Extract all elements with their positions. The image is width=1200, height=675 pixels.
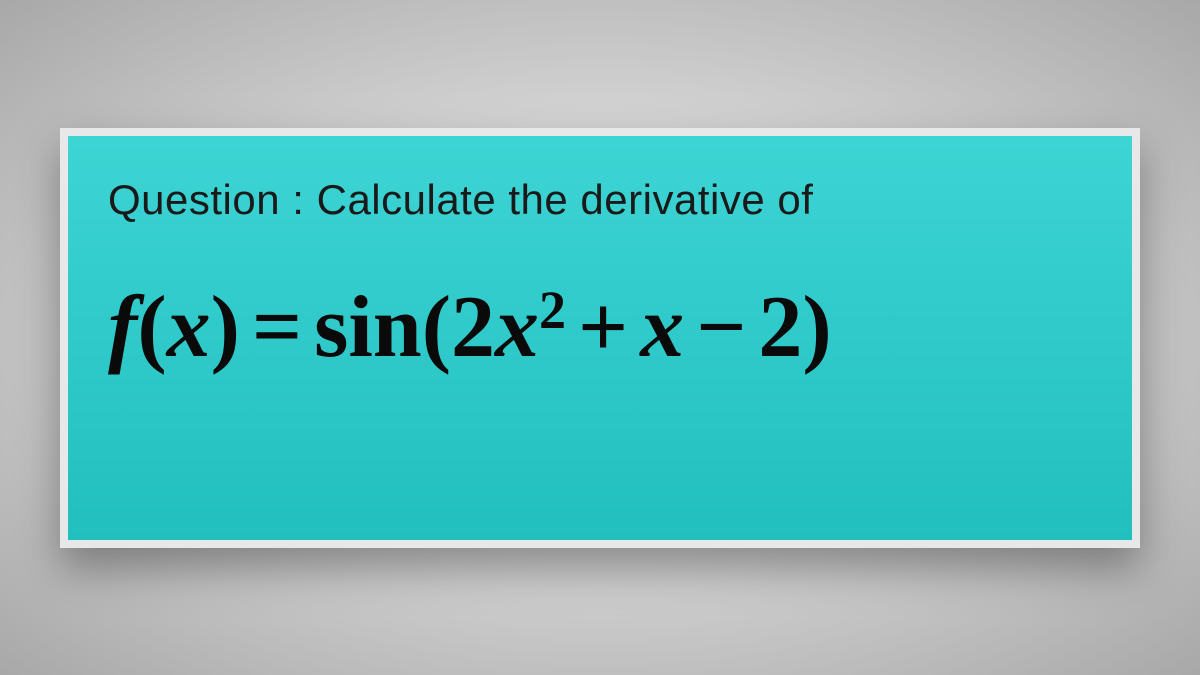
eq-lparen-2: ( bbox=[422, 284, 451, 372]
eq-rparen-2: ) bbox=[802, 284, 831, 372]
eq-equals: = bbox=[252, 284, 302, 372]
eq-plus: + bbox=[578, 284, 628, 372]
eq-exponent-1: 2 bbox=[539, 283, 566, 337]
eq-var-2: x bbox=[640, 284, 684, 372]
question-prompt: Question : Calculate the derivative of bbox=[108, 176, 1092, 224]
question-card: Question : Calculate the derivative of f… bbox=[60, 128, 1140, 548]
eq-var-1: x bbox=[495, 284, 539, 372]
eq-trig-fn: sin bbox=[314, 284, 422, 372]
eq-minus: − bbox=[696, 284, 746, 372]
eq-rparen-1: ) bbox=[211, 284, 240, 372]
eq-lparen-1: ( bbox=[137, 284, 166, 372]
eq-var-lhs: x bbox=[167, 284, 211, 372]
eq-const: 2 bbox=[758, 284, 802, 372]
eq-coef-1: 2 bbox=[451, 284, 495, 372]
eq-function-name: f bbox=[108, 284, 137, 372]
equation: f(x) = sin(2x2 + x − 2) bbox=[108, 284, 1092, 372]
